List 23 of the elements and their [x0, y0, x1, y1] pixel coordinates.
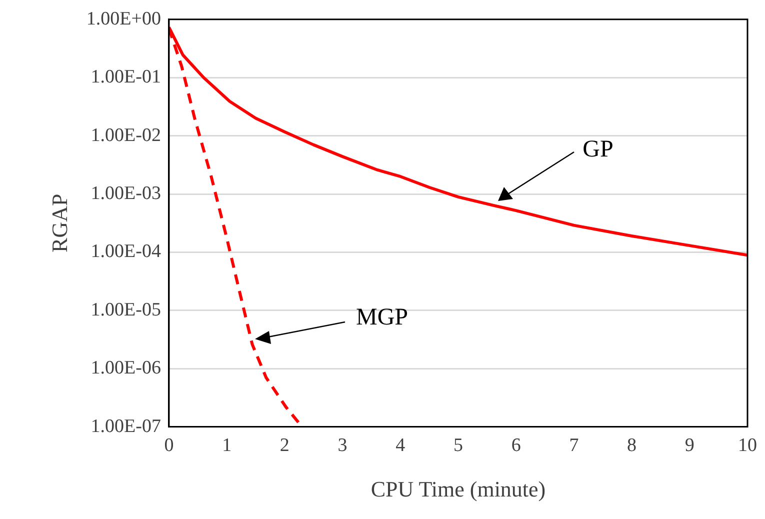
y-tick-label: 1.00E+00 [86, 8, 161, 30]
x-tick-label: 7 [569, 435, 579, 456]
y-tick-label: 1.00E-01 [90, 66, 161, 88]
x-axis-title: CPU Time (minute) [370, 476, 546, 502]
x-tick-label: 2 [280, 435, 290, 456]
x-tick-label: 8 [627, 435, 637, 456]
x-tick-label: 5 [453, 435, 463, 456]
y-tick-label: 1.00E-06 [90, 358, 161, 379]
x-tick-label: 1 [222, 435, 232, 456]
x-tick-label: 6 [511, 435, 521, 456]
x-tick-label: 10 [738, 435, 757, 456]
y-axis-title: RGAP [46, 194, 72, 252]
x-tick-label: 3 [338, 435, 348, 456]
y-tick-label: 1.00E-03 [90, 182, 161, 204]
annotation: GP [582, 136, 614, 162]
y-tick-label: 1.00E-04 [90, 241, 162, 262]
x-tick-label: 9 [684, 435, 694, 456]
x-tick-label: 4 [396, 435, 406, 456]
x-tick-label: 0 [164, 435, 174, 456]
annotation: MGP [356, 304, 408, 330]
y-tick-label: 1.00E-05 [90, 299, 161, 320]
y-tick-label: 1.00E-02 [90, 124, 161, 146]
y-tick-label: 1.00E-07 [90, 416, 161, 437]
